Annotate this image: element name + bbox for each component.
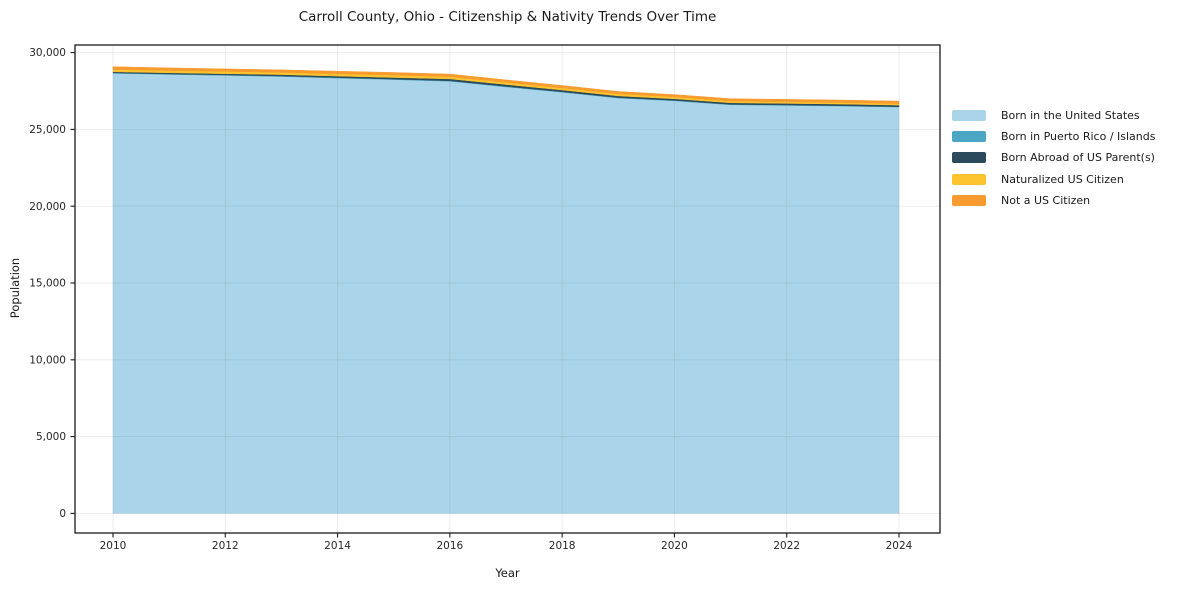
x-tick-label: 2018 <box>549 540 576 552</box>
y-axis-label: Population <box>8 257 22 319</box>
area-series-0 <box>112 73 900 514</box>
x-tick-label: 2024 <box>886 540 913 552</box>
x-tick-label: 2010 <box>100 540 127 552</box>
legend-item: Naturalized US Citizen <box>952 169 1155 190</box>
legend-label: Born Abroad of US Parent(s) <box>1001 151 1155 165</box>
y-tick-label: 0 <box>59 508 66 520</box>
legend-swatch <box>952 110 986 122</box>
legend-swatch <box>952 131 986 143</box>
legend-item: Born Abroad of US Parent(s) <box>952 147 1155 168</box>
legend: Born in the United States Born in Puerto … <box>952 105 1155 211</box>
y-tick-label: 10,000 <box>29 354 66 366</box>
legend-label: Not a US Citizen <box>1001 193 1091 207</box>
legend-swatch <box>952 194 986 206</box>
axes-frame <box>74 44 941 534</box>
y-tick-label: 15,000 <box>29 278 66 290</box>
x-tick-label: 2020 <box>661 540 688 552</box>
legend-item: Born in Puerto Rico / Islands <box>952 126 1155 147</box>
x-axis-label: Year <box>495 566 520 580</box>
legend-swatch <box>952 173 986 185</box>
legend-label: Born in Puerto Rico / Islands <box>1001 130 1156 144</box>
y-tick-label: 30,000 <box>29 47 66 59</box>
legend-item: Born in the United States <box>952 105 1155 126</box>
x-tick-label: 2012 <box>212 540 239 552</box>
legend-swatch <box>952 152 986 164</box>
y-tick-label: 20,000 <box>29 201 66 213</box>
legend-item: Not a US Citizen <box>952 190 1155 211</box>
area-series-4 <box>112 66 900 104</box>
y-tick-label: 5,000 <box>36 431 66 443</box>
x-tick-label: 2022 <box>773 540 800 552</box>
chart-title: Carroll County, Ohio - Citizenship & Nat… <box>298 9 717 25</box>
y-tick-label: 25,000 <box>29 124 66 136</box>
x-tick-label: 2014 <box>324 540 351 552</box>
x-tick-label: 2016 <box>436 540 463 552</box>
legend-label: Naturalized US Citizen <box>1001 172 1124 186</box>
legend-label: Born in the United States <box>1001 109 1140 123</box>
